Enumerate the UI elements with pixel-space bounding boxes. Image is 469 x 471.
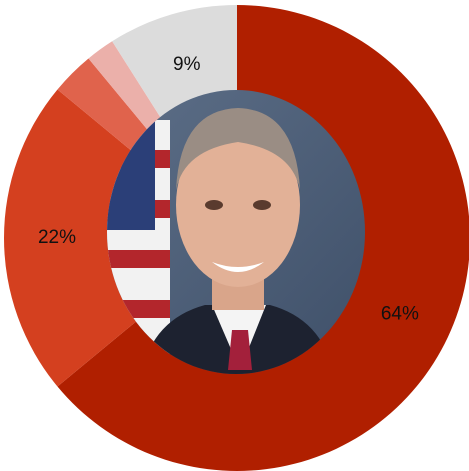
data-label: 64% — [381, 304, 419, 325]
donut-slice — [3, 89, 145, 387]
donut-slice — [57, 58, 161, 162]
donut-slice — [57, 5, 469, 471]
data-label: 22% — [38, 227, 76, 248]
donut-slice — [88, 41, 173, 146]
data-label: 9% — [173, 54, 201, 75]
donut — [3, 5, 469, 471]
